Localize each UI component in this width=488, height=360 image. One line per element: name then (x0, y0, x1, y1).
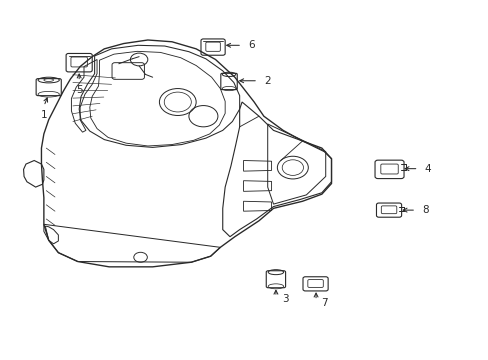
Text: 5: 5 (76, 85, 82, 95)
Text: 4: 4 (424, 164, 430, 174)
Text: 1: 1 (41, 110, 47, 120)
Text: 2: 2 (264, 76, 270, 86)
Text: 7: 7 (320, 298, 327, 308)
Text: 8: 8 (421, 205, 427, 215)
Text: 3: 3 (281, 294, 288, 304)
Text: 6: 6 (247, 40, 254, 50)
